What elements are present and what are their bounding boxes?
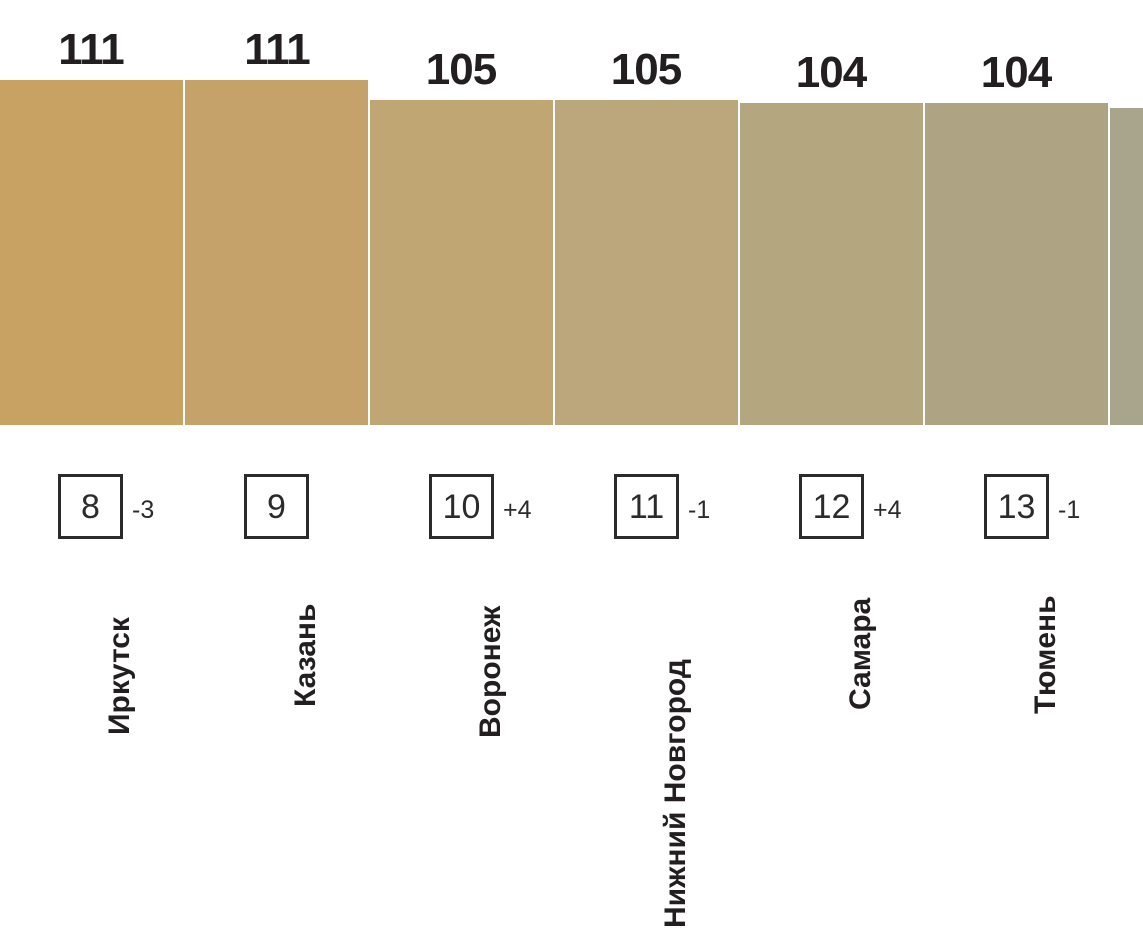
rank-badge: 13 (984, 474, 1049, 539)
rank-badge: 10 (429, 474, 494, 539)
rank-delta: +4 (503, 496, 532, 524)
bar-value-label: 111 (244, 25, 311, 74)
bar-value-label: 104 (795, 48, 867, 97)
rank-delta: +4 (873, 496, 902, 524)
bar-value-label: 104 (980, 48, 1052, 97)
rank-badge: 12 (799, 474, 864, 539)
bar-value-label: 105 (610, 45, 682, 94)
bar-segment (0, 80, 183, 425)
bar-value-label: 105 (425, 45, 497, 94)
rank-delta: -3 (132, 496, 155, 524)
bar-value-label: 111 (58, 25, 125, 74)
category-label: Воронеж (474, 605, 507, 738)
rank-badge: 8 (58, 474, 123, 539)
rank-delta: -1 (1058, 496, 1081, 524)
category-label: Самара (844, 597, 877, 710)
bar-segment-partial (1110, 108, 1143, 425)
rank-badge: 9 (244, 474, 309, 539)
bar-segment (555, 100, 738, 425)
bar-segment (185, 80, 368, 425)
category-label: Иркутск (103, 617, 136, 735)
rank-badge: 11 (614, 474, 679, 539)
category-label: Казань (289, 603, 322, 708)
bar-segment (925, 103, 1108, 425)
bar-segment (740, 103, 923, 425)
category-label: Нижний Новгород (659, 659, 692, 928)
rank-delta: -1 (688, 496, 711, 524)
category-label: Тюмень (1029, 595, 1062, 714)
bar-segment (370, 100, 553, 425)
